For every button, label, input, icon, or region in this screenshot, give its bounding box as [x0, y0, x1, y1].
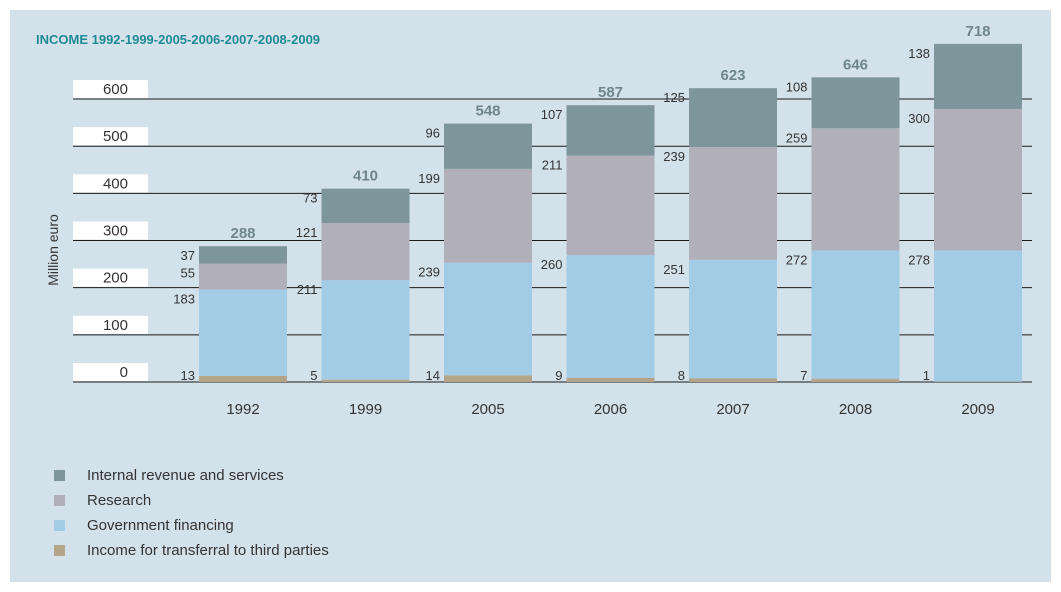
data-label: 183 [173, 292, 195, 307]
bar-segment [689, 88, 777, 148]
data-label: 260 [541, 257, 563, 272]
bar-segment [321, 379, 410, 382]
data-label: 1 [923, 368, 930, 383]
y-tick-box [73, 174, 148, 193]
bar-segment [689, 147, 777, 260]
data-label: 96 [426, 126, 440, 141]
chart-title: INCOME 1992-1999-2005-2006-2007-2008-200… [36, 32, 321, 47]
total-label: 548 [475, 103, 500, 120]
data-label: 239 [663, 149, 685, 164]
data-label: 37 [181, 248, 195, 263]
total-label: 646 [843, 56, 868, 73]
bar-segment [199, 263, 287, 290]
data-label: 239 [418, 265, 440, 280]
data-label: 73 [303, 191, 317, 206]
data-label: 251 [663, 262, 685, 277]
data-label: 211 [297, 282, 318, 297]
bar-segment [199, 375, 287, 382]
legend-label: Internal revenue and services [87, 466, 284, 484]
y-tick-label: 300 [103, 223, 128, 240]
total-label: 410 [353, 168, 378, 185]
data-label: 107 [541, 107, 563, 122]
data-label: 121 [296, 225, 318, 240]
data-label: 5 [310, 368, 317, 383]
y-tick-box [73, 363, 148, 381]
data-label: 138 [908, 46, 930, 61]
bar-segment [811, 250, 900, 379]
data-label: 300 [908, 111, 930, 126]
x-tick-label: 2008 [839, 401, 872, 418]
x-tick-label: 1992 [226, 401, 259, 418]
bar-segment [811, 77, 900, 129]
data-label: 108 [786, 79, 808, 94]
x-tick-label: 2007 [716, 401, 749, 418]
bar-segment [566, 377, 655, 382]
data-label: 211 [542, 158, 563, 173]
data-label: 14 [426, 368, 440, 383]
bar-segment [934, 108, 1022, 251]
data-label: 272 [786, 252, 808, 267]
legend-item: Research [54, 491, 151, 509]
y-axis-label: Million euro [45, 214, 61, 286]
legend-swatch [54, 469, 65, 481]
legend-label: Research [87, 491, 152, 509]
y-tick-box [73, 268, 148, 287]
y-tick-box [73, 80, 148, 99]
bar-segment [321, 223, 410, 281]
bar-segment [566, 155, 655, 256]
y-tick-label: 400 [103, 175, 128, 192]
bar-segment [811, 378, 900, 382]
y-tick-box [73, 221, 148, 240]
data-label: 259 [786, 130, 808, 145]
bar-segment [199, 289, 287, 376]
bar-segment [566, 255, 655, 378]
total-label: 587 [598, 84, 623, 101]
legend-label: Income for transferral to third parties [87, 541, 329, 559]
data-label: 55 [181, 266, 195, 281]
legend-item: Internal revenue and services [54, 466, 284, 484]
bar-segment [321, 188, 410, 224]
data-label: 199 [418, 171, 440, 186]
total-label: 718 [965, 23, 990, 40]
legend-swatch [54, 519, 65, 531]
data-label: 13 [181, 368, 195, 383]
bar-segment [566, 105, 655, 156]
total-label: 288 [230, 225, 255, 242]
bar-segment [934, 250, 1022, 382]
data-label: 7 [800, 368, 807, 383]
x-tick-label: 2009 [961, 401, 994, 418]
bar-segment [811, 128, 900, 251]
y-tick-box [73, 127, 148, 146]
data-label: 8 [678, 368, 685, 383]
y-tick-label: 0 [120, 364, 128, 381]
data-label: 125 [663, 90, 685, 105]
y-tick-label: 200 [103, 270, 128, 287]
bar-segment [444, 123, 532, 169]
legend-item: Government financing [54, 516, 234, 534]
legend-item: Income for transferral to third parties [54, 541, 329, 559]
legend-swatch [54, 544, 65, 556]
y-tick-label: 500 [103, 128, 128, 145]
bar-segment [321, 280, 410, 380]
data-label: 278 [908, 252, 930, 267]
y-tick-label: 600 [103, 81, 128, 98]
data-label: 9 [555, 368, 562, 383]
bar-segment [934, 43, 1022, 109]
y-tick-label: 100 [103, 317, 128, 334]
bar-segment [444, 168, 532, 263]
bar-segment [689, 378, 777, 382]
x-tick-label: 1999 [349, 401, 382, 418]
total-label: 623 [720, 67, 745, 84]
bar-segment [199, 246, 287, 264]
legend-label: Government financing [87, 516, 234, 534]
y-tick-box [73, 315, 148, 334]
bar-segment [444, 262, 532, 376]
bar-segment [444, 375, 532, 382]
bar-segment [689, 259, 777, 379]
x-tick-label: 2005 [471, 401, 504, 418]
legend-swatch [54, 494, 65, 506]
x-tick-label: 2006 [594, 401, 627, 418]
